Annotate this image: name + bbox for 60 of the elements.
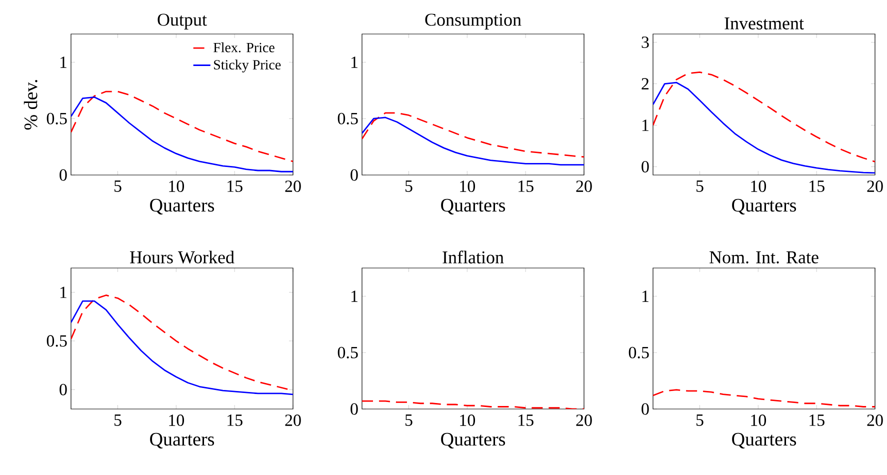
line-series	[653, 82, 876, 174]
x-tick-label: 15	[518, 414, 534, 426]
y-tick-label: 1	[642, 120, 648, 131]
y-tick-label: 1	[60, 286, 66, 298]
x-tick-label: 5	[696, 180, 704, 192]
x-tick-label: 20	[867, 414, 883, 426]
y-axis-title: % dev.	[24, 80, 38, 130]
x-tick-label: 5	[114, 414, 122, 426]
x-axis-title: Quarters	[150, 432, 214, 449]
x-tick-label: 10	[169, 414, 184, 426]
x-tick-label: 5	[696, 414, 704, 426]
x-tick-label: 15	[518, 180, 534, 192]
x-tick-label: 10	[460, 414, 476, 426]
x-tick-label: 20	[576, 180, 592, 192]
y-tick-label: 0	[60, 169, 67, 181]
y-tick-label: 1	[351, 290, 358, 302]
x-tick-label: 15	[228, 414, 242, 426]
x-tick-label: 10	[751, 414, 766, 426]
x-axis-title: Quarters	[441, 432, 506, 449]
y-tick-label: 1	[60, 56, 66, 68]
legend-label: Sticky Price	[214, 60, 281, 72]
chart-title: Investment	[724, 18, 804, 30]
y-tick-label: 3	[642, 36, 649, 48]
x-tick-label: 10	[751, 180, 766, 192]
x-tick-label: 20	[285, 414, 301, 426]
y-tick-label: 0	[642, 403, 649, 415]
y-tick-label: 0	[642, 160, 649, 172]
chart-title: Hours Worked	[130, 250, 234, 264]
y-tick-label: 1	[642, 290, 648, 302]
x-tick-label: 5	[114, 180, 122, 192]
x-axis-title: Quarters	[732, 432, 796, 449]
x-tick-label: 20	[576, 414, 592, 426]
y-tick-label: 2	[642, 78, 649, 90]
y-tick-label: 0.5	[46, 112, 67, 124]
chart-title: Nom. Int. Rate	[710, 251, 818, 264]
line-series	[71, 96, 293, 172]
x-tick-label: 15	[810, 414, 824, 426]
chart-title: Inflation	[442, 250, 504, 264]
x-axis-title: Quarters	[150, 198, 214, 215]
x-tick-label: 10	[460, 180, 476, 192]
x-tick-label: 15	[810, 180, 824, 192]
x-tick-label: 20	[867, 180, 883, 192]
x-axis-title: Quarters	[441, 198, 506, 215]
y-tick-label: 0.5	[338, 112, 358, 124]
x-axis-title: Quarters	[732, 198, 796, 215]
x-tick-label: 5	[405, 414, 412, 426]
y-tick-label: 0	[350, 403, 358, 415]
y-tick-label: 0	[350, 169, 358, 181]
chart-title: Output	[158, 14, 207, 30]
x-tick-label: 20	[285, 180, 301, 192]
y-tick-label: 0.5	[46, 335, 67, 347]
chart-title: Consumption	[425, 14, 522, 30]
y-tick-label: 0.5	[628, 346, 649, 358]
y-tick-label: 0.5	[338, 346, 358, 358]
legend-label: Flex. Price	[214, 42, 274, 52]
x-tick-label: 15	[228, 180, 242, 192]
y-tick-label: 0	[60, 384, 67, 396]
x-tick-label: 5	[405, 180, 412, 192]
y-tick-label: 1	[351, 56, 358, 68]
x-tick-label: 10	[169, 180, 184, 192]
